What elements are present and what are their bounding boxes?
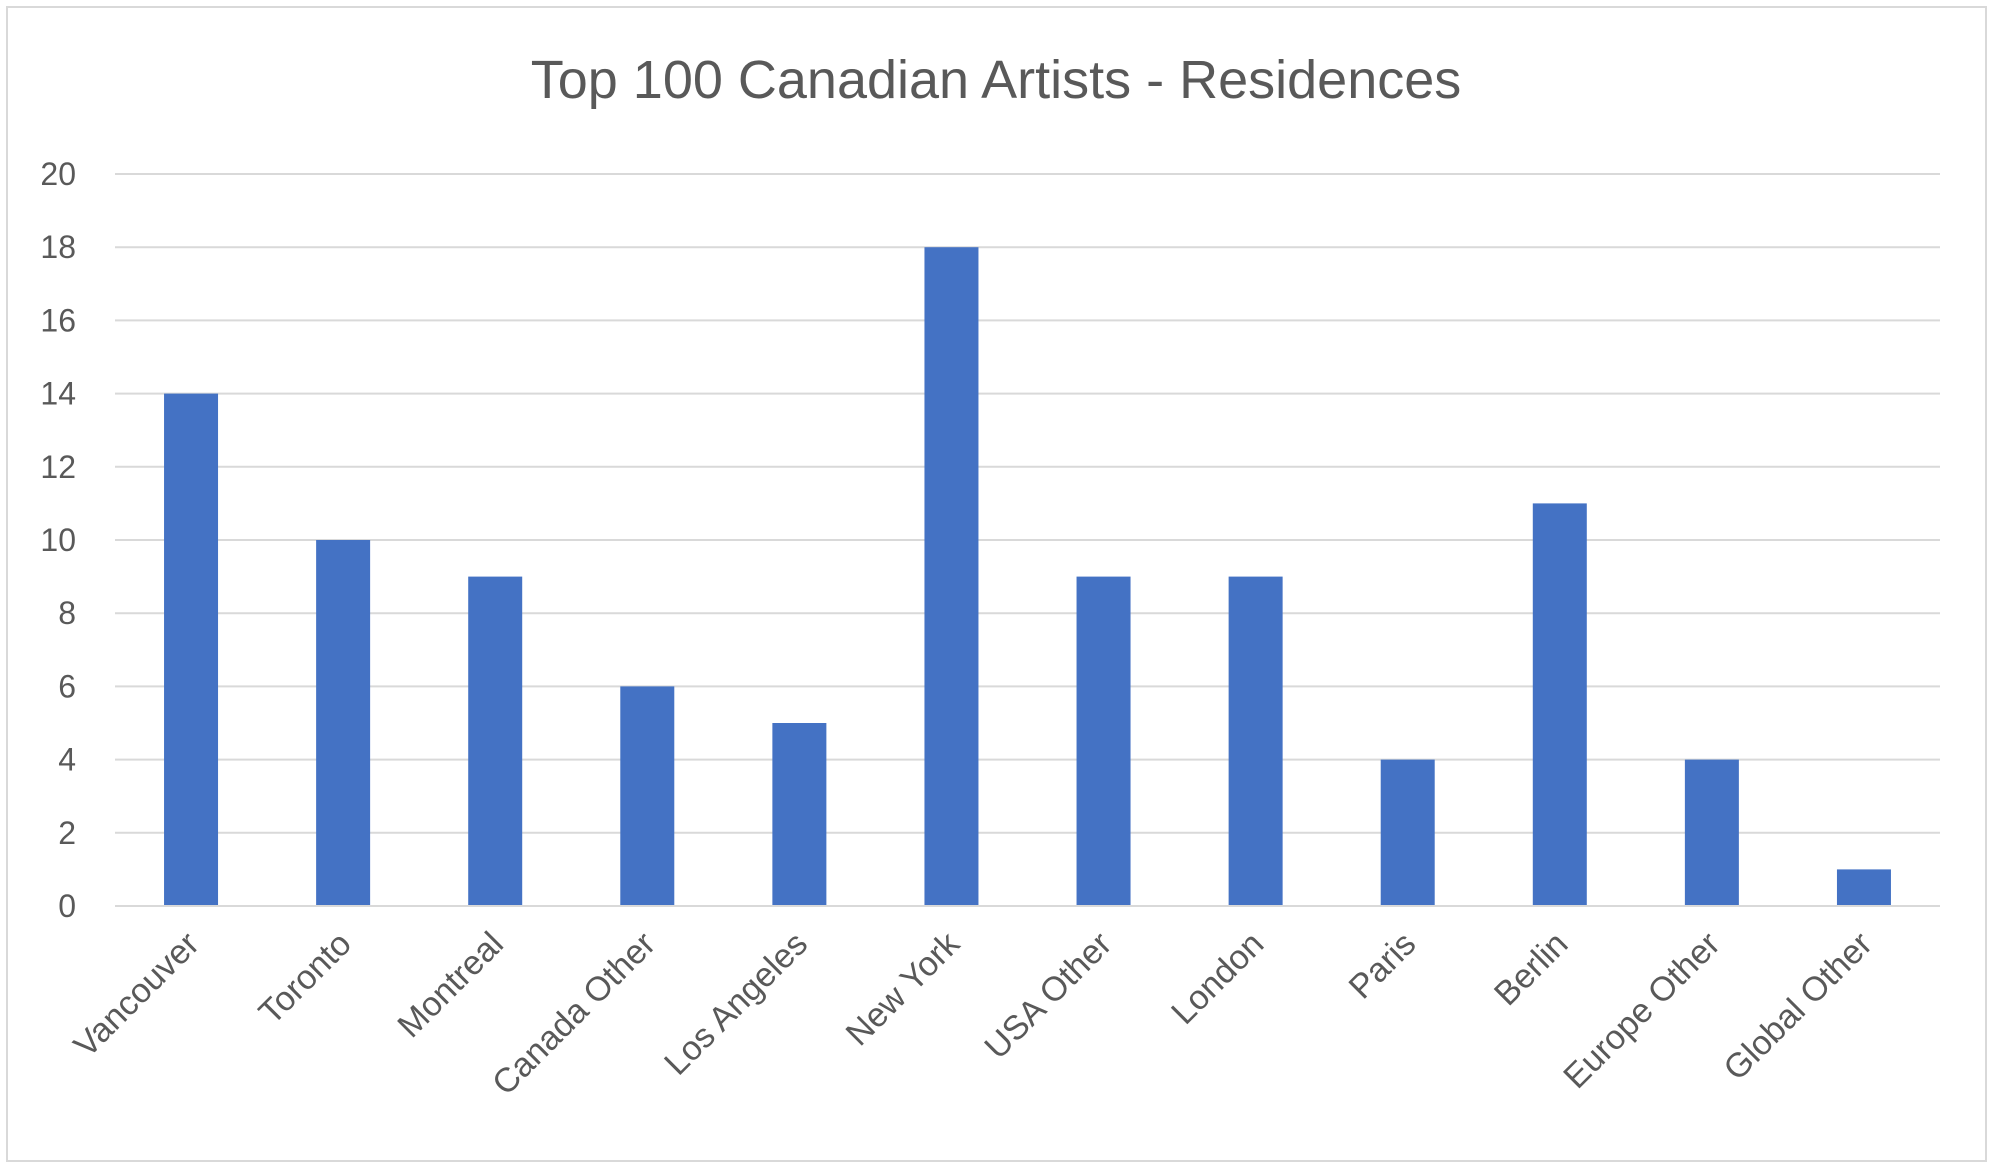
y-tick-label: 8 bbox=[58, 595, 76, 631]
y-tick-label: 0 bbox=[58, 888, 76, 924]
x-tick-label: London bbox=[1164, 925, 1271, 1032]
bar-toronto bbox=[316, 540, 371, 906]
y-tick-label: 18 bbox=[40, 229, 76, 265]
bar-usa-other bbox=[1076, 576, 1131, 906]
y-tick-label: 20 bbox=[40, 156, 76, 192]
x-tick-label: Montreal bbox=[390, 925, 510, 1045]
bar-vancouver bbox=[164, 393, 219, 907]
x-tick-label: Europe Other bbox=[1556, 925, 1727, 1096]
bar-europe-other bbox=[1684, 759, 1739, 906]
x-tick-label: USA Other bbox=[977, 925, 1119, 1067]
y-axis-ticks: 0 2 4 6 8 10 12 14 16 18 20 bbox=[40, 156, 76, 924]
x-tick-label: Berlin bbox=[1487, 925, 1575, 1013]
x-tick-label: Global Other bbox=[1716, 925, 1879, 1088]
bar-paris bbox=[1380, 759, 1435, 906]
y-tick-label: 12 bbox=[40, 449, 76, 485]
y-tick-label: 14 bbox=[40, 376, 76, 412]
bar-montreal bbox=[468, 576, 523, 906]
bars bbox=[164, 247, 1891, 907]
chart-title: Top 100 Canadian Artists - Residences bbox=[531, 50, 1462, 110]
bar-new-york bbox=[924, 247, 979, 906]
y-tick-label: 16 bbox=[40, 302, 76, 338]
bar-london bbox=[1228, 576, 1283, 906]
bar-los-angeles bbox=[772, 723, 827, 906]
x-tick-label: Canada Other bbox=[485, 925, 663, 1103]
x-tick-label: New York bbox=[839, 924, 968, 1053]
y-tick-label: 6 bbox=[58, 668, 76, 704]
bar-canada-other bbox=[620, 686, 675, 906]
gridlines bbox=[115, 173, 1940, 834]
x-tick-label: Toronto bbox=[252, 925, 359, 1032]
x-tick-label: Los Angeles bbox=[657, 925, 815, 1083]
y-tick-label: 2 bbox=[58, 815, 76, 851]
x-tick-label: Vancouver bbox=[67, 925, 207, 1065]
x-tick-label: Paris bbox=[1342, 925, 1424, 1007]
bar-berlin bbox=[1532, 503, 1587, 906]
y-tick-label: 10 bbox=[40, 522, 76, 558]
y-tick-label: 4 bbox=[58, 742, 76, 778]
bar-global-other bbox=[1836, 869, 1891, 906]
